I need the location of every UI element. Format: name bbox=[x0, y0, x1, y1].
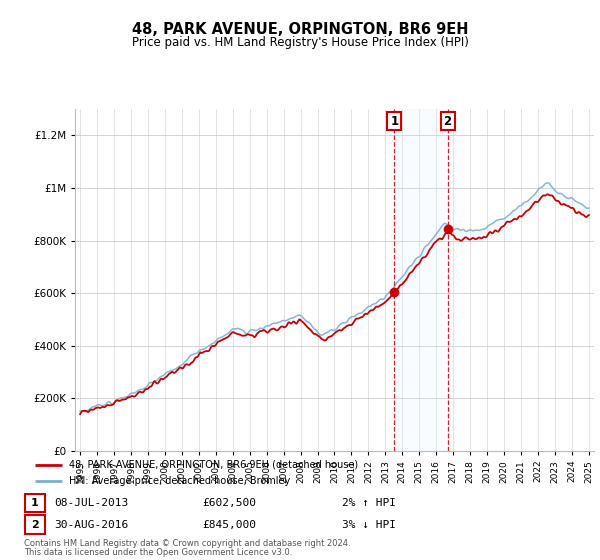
Text: £602,500: £602,500 bbox=[203, 498, 257, 508]
FancyBboxPatch shape bbox=[25, 515, 44, 534]
Text: Contains HM Land Registry data © Crown copyright and database right 2024.: Contains HM Land Registry data © Crown c… bbox=[24, 539, 350, 548]
Text: 48, PARK AVENUE, ORPINGTON, BR6 9EH: 48, PARK AVENUE, ORPINGTON, BR6 9EH bbox=[132, 22, 468, 38]
Text: 2: 2 bbox=[31, 520, 38, 530]
Text: HPI: Average price, detached house, Bromley: HPI: Average price, detached house, Brom… bbox=[70, 475, 290, 486]
Text: Price paid vs. HM Land Registry's House Price Index (HPI): Price paid vs. HM Land Registry's House … bbox=[131, 36, 469, 49]
Text: £845,000: £845,000 bbox=[203, 520, 257, 530]
Text: 30-AUG-2016: 30-AUG-2016 bbox=[55, 520, 129, 530]
Bar bbox=[394, 109, 448, 451]
Text: 1: 1 bbox=[391, 115, 398, 128]
Text: 3% ↓ HPI: 3% ↓ HPI bbox=[342, 520, 396, 530]
Text: 2% ↑ HPI: 2% ↑ HPI bbox=[342, 498, 396, 508]
Text: 1: 1 bbox=[31, 498, 38, 508]
Text: 08-JUL-2013: 08-JUL-2013 bbox=[55, 498, 129, 508]
Text: 2: 2 bbox=[443, 115, 452, 128]
FancyBboxPatch shape bbox=[25, 494, 44, 512]
Text: 48, PARK AVENUE, ORPINGTON, BR6 9EH (detached house): 48, PARK AVENUE, ORPINGTON, BR6 9EH (det… bbox=[70, 460, 358, 470]
Text: This data is licensed under the Open Government Licence v3.0.: This data is licensed under the Open Gov… bbox=[24, 548, 292, 557]
